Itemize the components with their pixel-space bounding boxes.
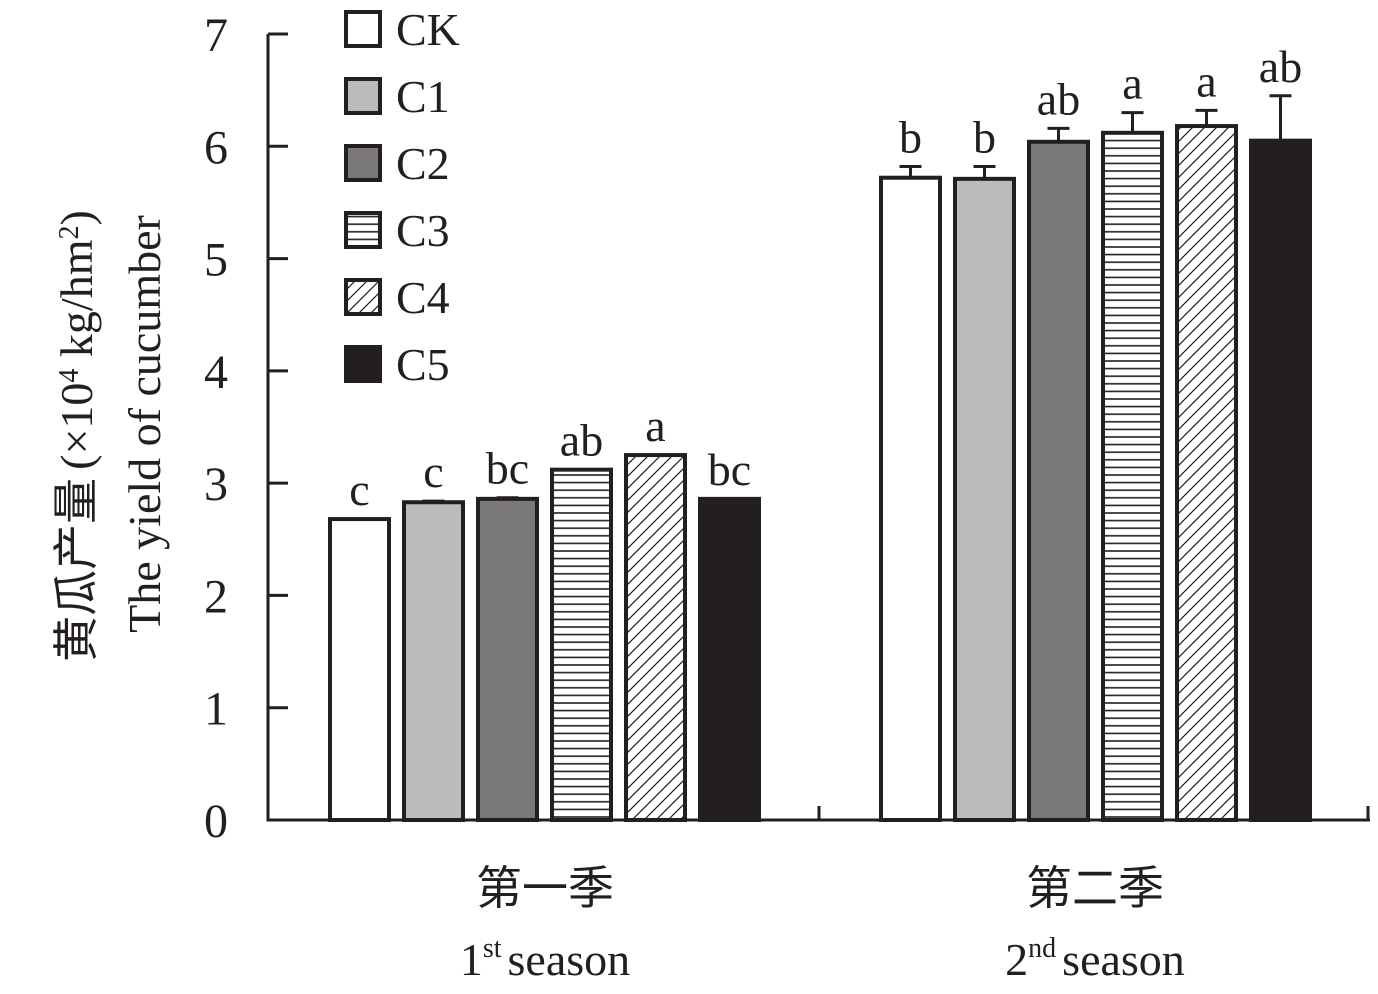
bar-c3-season-2 <box>1101 130 1164 823</box>
legend-label-c1: C1 <box>396 71 450 122</box>
significance-label: c <box>423 446 443 497</box>
bar-c2-season-1 <box>476 496 539 822</box>
y-tick-label: 1 <box>204 683 228 736</box>
bar-c1-season-1 <box>402 500 465 822</box>
bar-c5-season-1 <box>698 496 761 822</box>
x-category-label-en: 1st season <box>460 933 630 985</box>
bar-c2-season-2 <box>1027 139 1090 822</box>
y-axis-label-en: The yield of cucumber <box>119 215 170 633</box>
bar-ck-season-2 <box>879 175 942 822</box>
bar-c1-season-2 <box>953 176 1016 822</box>
bar-c5-season-2 <box>1249 138 1312 822</box>
legend-label-ck: CK <box>396 4 460 55</box>
legend-label-c4: C4 <box>396 272 450 323</box>
significance-label: ab <box>560 415 603 466</box>
significance-label: c <box>349 464 369 515</box>
significance-label: ab <box>1259 41 1302 92</box>
significance-label: b <box>899 111 922 162</box>
x-category-label-zh: 第一季 <box>476 863 614 914</box>
bar-c3-season-1 <box>550 467 613 822</box>
legend-label-c5: C5 <box>396 339 450 390</box>
y-tick-label: 7 <box>204 9 228 62</box>
significance-label: b <box>973 111 996 162</box>
y-axis-unit-mid: kg/hm <box>51 239 102 368</box>
y-axis-label-zh-text: 黄瓜产量 <box>51 478 102 662</box>
significance-label: a <box>1122 58 1142 109</box>
significance-label: bc <box>708 444 751 495</box>
legend-swatch-c4 <box>344 278 382 316</box>
y-axis-unit-exponent-2: 2 <box>54 226 85 240</box>
legend-label-c2: C2 <box>396 138 450 189</box>
x-category-label-zh: 第二季 <box>1026 863 1164 914</box>
significance-label: ab <box>1037 73 1080 124</box>
y-tick-label: 0 <box>204 795 228 848</box>
y-axis-ticks: 0 1 2 3 4 5 6 7 <box>204 9 288 848</box>
significance-label: a <box>645 400 665 451</box>
significance-label: a <box>1196 55 1216 106</box>
y-axis-label-zh: 黄瓜产量 (×104 kg/hm2) <box>51 210 102 662</box>
x-axis-labels: 第一季 1st season 第二季 2nd season <box>460 863 1185 985</box>
legend-swatch-ck <box>344 10 382 48</box>
legend-swatch-c2 <box>344 144 382 182</box>
bar-ck-season-1 <box>328 517 391 822</box>
legend-swatch-c5 <box>344 345 382 383</box>
y-tick-label: 2 <box>204 570 228 623</box>
y-axis-unit-exponent: 4 <box>54 369 85 383</box>
x-category-label-en: 2nd season <box>1005 933 1185 985</box>
y-tick-label: 4 <box>204 346 228 399</box>
y-tick-label: 3 <box>204 458 228 511</box>
y-tick-label: 5 <box>204 234 228 287</box>
legend-swatch-c1 <box>344 77 382 115</box>
bar-c4-season-2 <box>1175 124 1238 823</box>
y-axis-title: 黄瓜产量 (×104 kg/hm2) The yield of cucumber <box>51 210 170 662</box>
significance-label: bc <box>486 443 529 494</box>
y-tick-label: 6 <box>204 121 228 174</box>
legend: CK C1 C2 C3 C4 C5 <box>344 4 460 390</box>
y-axis-unit-suffix: ) <box>51 210 102 225</box>
bar-c4-season-1 <box>624 453 687 822</box>
legend-label-c3: C3 <box>396 205 450 256</box>
legend-swatch-c3 <box>344 211 382 249</box>
y-axis-unit-prefix: (×10 <box>51 383 102 470</box>
